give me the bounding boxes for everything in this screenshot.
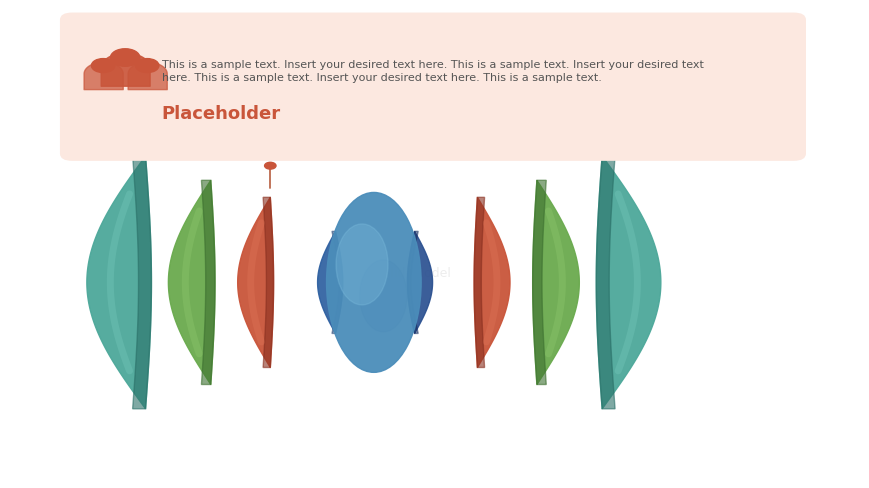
- Ellipse shape: [326, 193, 421, 372]
- Polygon shape: [132, 157, 151, 409]
- Polygon shape: [87, 157, 151, 409]
- Polygon shape: [169, 181, 215, 385]
- Circle shape: [264, 163, 275, 170]
- Polygon shape: [532, 181, 579, 385]
- Circle shape: [110, 50, 140, 67]
- Circle shape: [91, 60, 115, 73]
- Polygon shape: [474, 198, 509, 368]
- Polygon shape: [595, 157, 660, 409]
- Polygon shape: [595, 157, 614, 409]
- Polygon shape: [202, 181, 215, 385]
- FancyBboxPatch shape: [60, 14, 805, 162]
- Polygon shape: [407, 232, 432, 334]
- Ellipse shape: [359, 261, 407, 332]
- Text: ©SlideModel: ©SlideModel: [369, 266, 450, 280]
- Circle shape: [136, 60, 159, 73]
- Polygon shape: [474, 198, 484, 368]
- Text: This is a sample text. Insert your desired text here. This is a sample text. Ins: This is a sample text. Insert your desir…: [162, 60, 703, 83]
- Polygon shape: [532, 181, 546, 385]
- Ellipse shape: [335, 224, 388, 305]
- Polygon shape: [407, 232, 418, 334]
- Polygon shape: [317, 232, 342, 334]
- Text: 8-Step Layered Process Diagram PowerPoint Template: 8-Step Layered Process Diagram PowerPoin…: [72, 21, 797, 45]
- Text: Placeholder: Placeholder: [162, 105, 281, 123]
- Polygon shape: [332, 232, 342, 334]
- Polygon shape: [262, 198, 273, 368]
- Polygon shape: [237, 198, 273, 368]
